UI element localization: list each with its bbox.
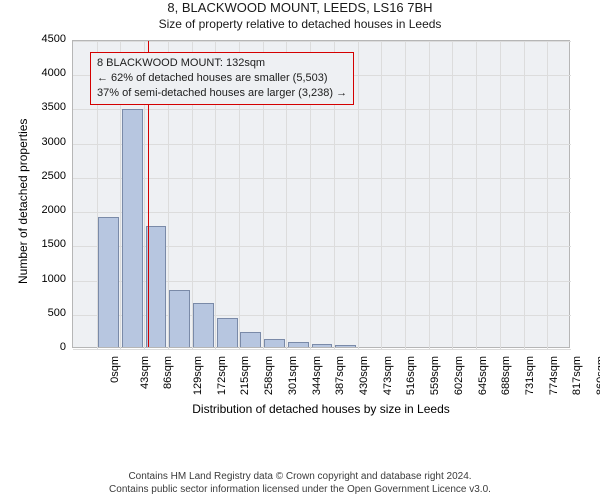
xtick-label: 430sqm [358, 356, 370, 395]
xtick-label: 688sqm [500, 356, 512, 395]
xtick-label: 0sqm [109, 356, 121, 383]
gridline-x [524, 41, 525, 349]
annotation-box: 8 BLACKWOOD MOUNT: 132sqm← 62% of detach… [90, 52, 354, 105]
gridline-x [358, 41, 359, 349]
xtick-label: 473sqm [382, 356, 394, 395]
ytick-label: 0 [32, 341, 66, 353]
xtick-label: 731sqm [524, 356, 536, 395]
histogram-bar [122, 109, 143, 347]
chart-subtitle: Size of property relative to detached ho… [0, 17, 600, 31]
footer-attribution: Contains HM Land Registry data © Crown c… [0, 470, 600, 496]
chart-title: 8, BLACKWOOD MOUNT, LEEDS, LS16 7BH [0, 0, 600, 15]
histogram-bar [193, 303, 214, 347]
annotation-line: 8 BLACKWOOD MOUNT: 132sqm [97, 56, 347, 71]
xtick-label: 387sqm [334, 356, 346, 395]
y-axis-label: Number of detached properties [16, 119, 30, 284]
gridline-x [405, 41, 406, 349]
x-axis-label: Distribution of detached houses by size … [72, 402, 570, 416]
xtick-label: 86sqm [162, 356, 174, 389]
xtick-label: 258sqm [263, 356, 275, 395]
xtick-label: 860sqm [595, 356, 600, 395]
xtick-label: 559sqm [429, 356, 441, 395]
histogram-bar [264, 339, 285, 347]
ytick-label: 3500 [32, 101, 66, 113]
ytick-label: 4500 [32, 33, 66, 45]
footer-line-1: Contains HM Land Registry data © Crown c… [0, 470, 600, 483]
xtick-label: 516sqm [406, 356, 418, 395]
histogram-bar [312, 344, 333, 347]
xtick-label: 817sqm [572, 356, 584, 395]
ytick-label: 1000 [32, 273, 66, 285]
histogram-bar [98, 217, 119, 347]
histogram-bar [335, 345, 356, 347]
xtick-label: 215sqm [240, 356, 252, 395]
ytick-label: 4000 [32, 67, 66, 79]
xtick-label: 645sqm [477, 356, 489, 395]
gridline-x [476, 41, 477, 349]
histogram-bar [288, 342, 309, 347]
gridline-x [452, 41, 453, 349]
xtick-label: 344sqm [311, 356, 323, 395]
xtick-label: 43sqm [139, 356, 151, 389]
ytick-label: 3000 [32, 136, 66, 148]
gridline-x [547, 41, 548, 349]
chart-area: Number of detached properties Distributi… [0, 34, 600, 444]
histogram-bar [169, 290, 190, 347]
histogram-bar [240, 332, 261, 347]
gridline-x [381, 41, 382, 349]
histogram-bar [217, 318, 238, 347]
gridline-x [500, 41, 501, 349]
xtick-label: 129sqm [192, 356, 204, 395]
xtick-label: 172sqm [216, 356, 228, 395]
ytick-label: 1500 [32, 238, 66, 250]
footer-line-2: Contains public sector information licen… [0, 483, 600, 496]
ytick-label: 2500 [32, 170, 66, 182]
annotation-line: 37% of semi-detached houses are larger (… [97, 86, 347, 101]
ytick-label: 500 [32, 307, 66, 319]
annotation-line: ← 62% of detached houses are smaller (5,… [97, 71, 347, 86]
xtick-label: 602sqm [453, 356, 465, 395]
gridline-y [73, 349, 571, 350]
histogram-bar [146, 226, 167, 347]
gridline-x [429, 41, 430, 349]
ytick-label: 2000 [32, 204, 66, 216]
xtick-label: 774sqm [548, 356, 560, 395]
xtick-label: 301sqm [287, 356, 299, 395]
